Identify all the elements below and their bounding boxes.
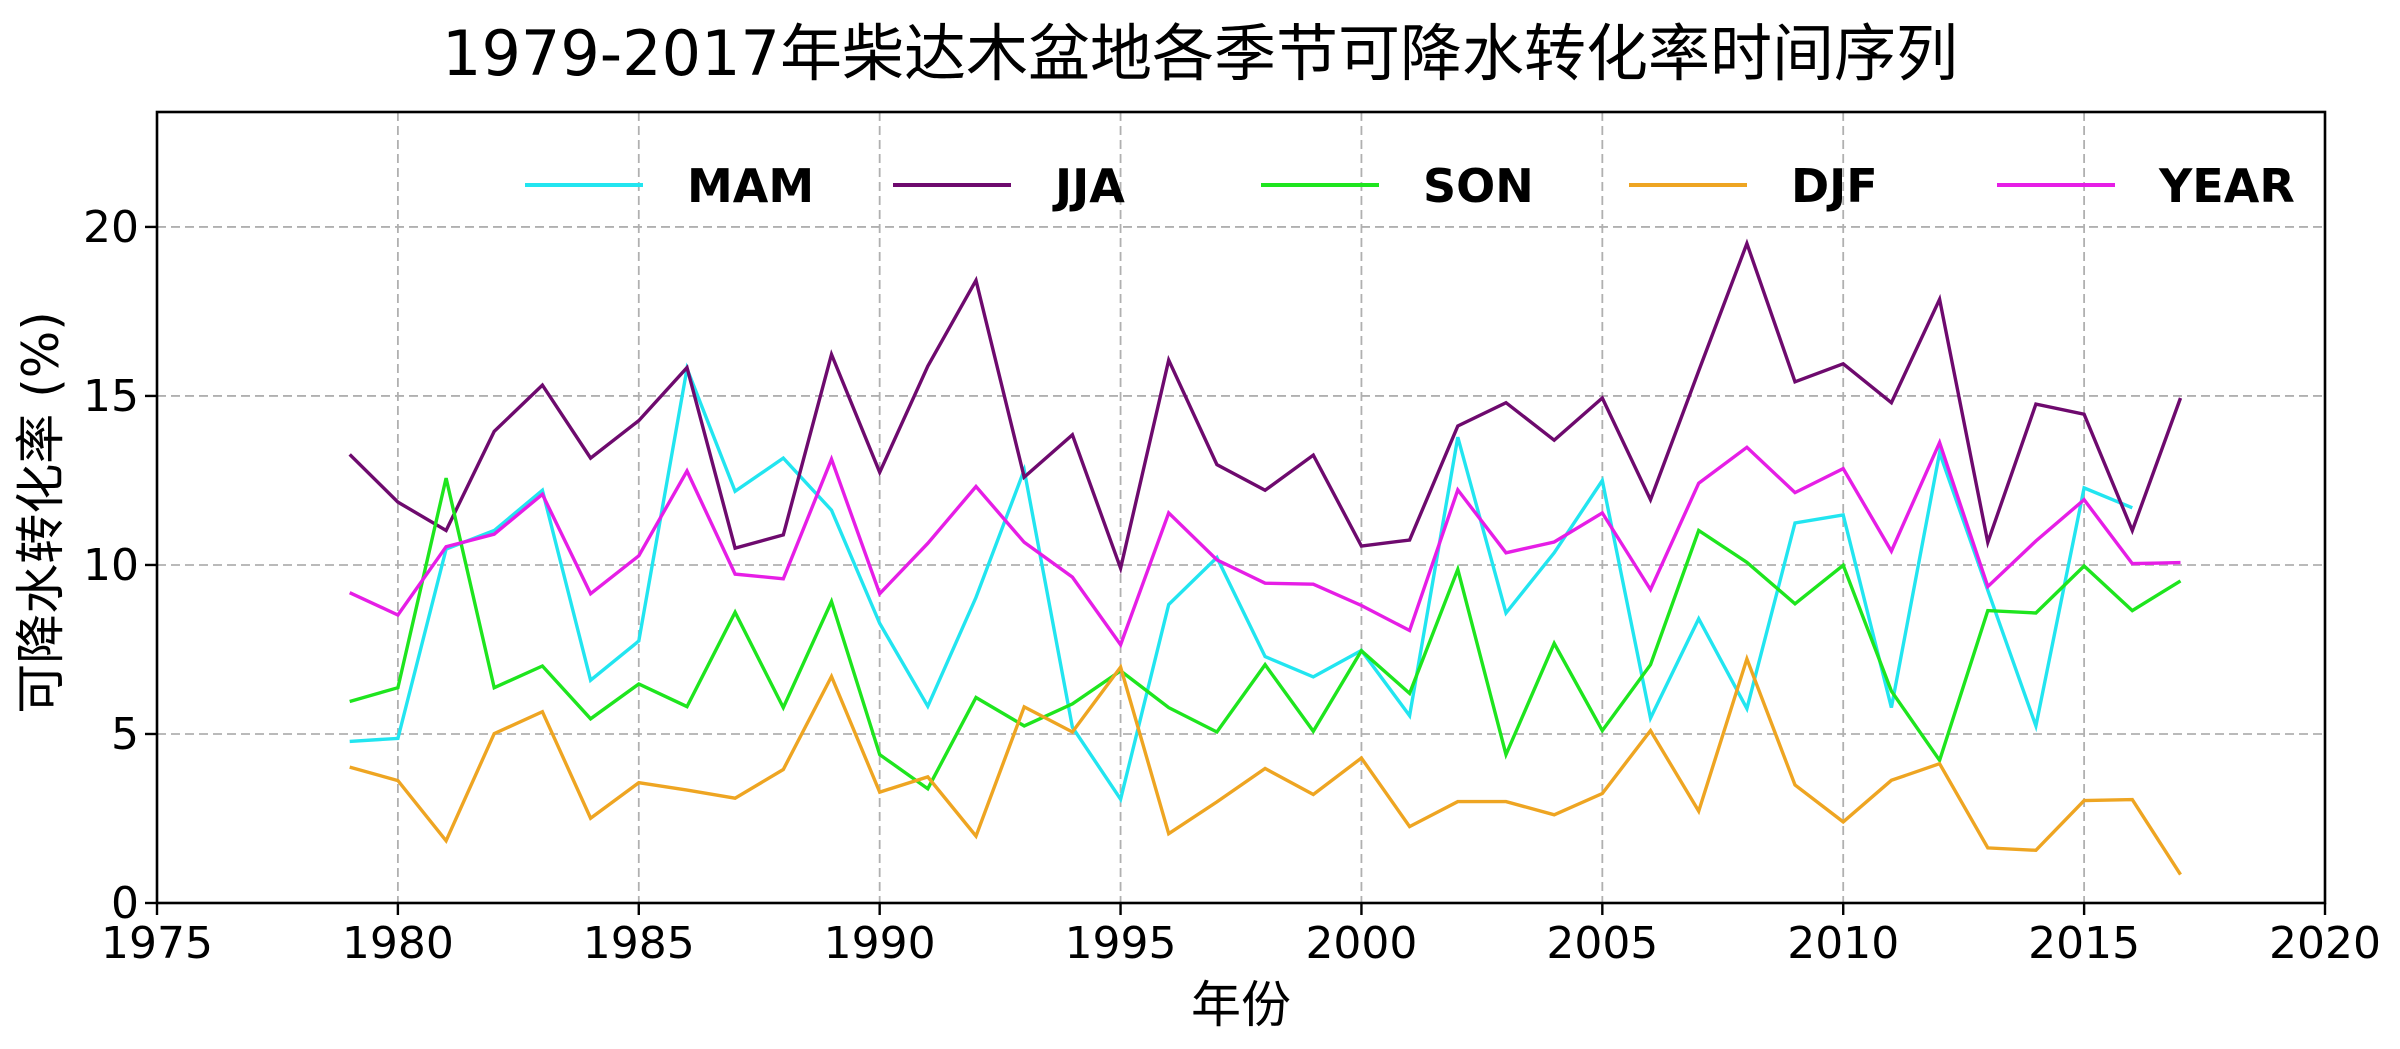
legend-item-mam: MAM — [525, 159, 814, 213]
legend-item-jja: JJA — [893, 159, 1125, 213]
series-line-son — [349, 477, 2182, 792]
series-line-djf — [349, 653, 2182, 876]
x-tick-label: 1995 — [1065, 918, 1177, 969]
legend: MAM JJA SON DJF YEAR — [525, 159, 2295, 213]
y-tick-label: 15 — [83, 371, 139, 422]
x-tick-label: 1990 — [824, 918, 936, 969]
series-line-jja — [348, 238, 2183, 575]
legend-label: SON — [1423, 159, 1534, 213]
x-tick-label: 1985 — [583, 918, 695, 969]
x-tick-label: 2005 — [1546, 918, 1658, 969]
y-axis-ticks: 0 5 10 15 20 — [83, 202, 157, 929]
y-tick-label: 0 — [111, 878, 139, 929]
legend-item-year: YEAR — [1997, 159, 2295, 213]
x-tick-label: 2020 — [2269, 918, 2381, 969]
grid-lines — [157, 112, 2325, 903]
legend-label: YEAR — [2158, 159, 2295, 213]
y-tick-label: 5 — [111, 709, 139, 760]
y-tick-label: 10 — [83, 540, 139, 591]
legend-label: JJA — [1052, 159, 1125, 213]
plot-area-frame — [155, 110, 2327, 905]
legend-label: MAM — [687, 159, 814, 213]
data-series — [348, 238, 2183, 876]
legend-label: DJF — [1791, 159, 1878, 213]
y-tick-label: 20 — [83, 202, 139, 253]
legend-item-son: SON — [1261, 159, 1534, 213]
x-tick-label: 1975 — [101, 918, 213, 969]
x-tick-label: 2010 — [1787, 918, 1899, 969]
series-line-mam — [349, 362, 2133, 804]
x-tick-label: 2015 — [2028, 918, 2140, 969]
series-line-year — [348, 437, 2181, 649]
x-tick-label: 2000 — [1305, 918, 1417, 969]
legend-item-djf: DJF — [1629, 159, 1878, 213]
x-axis-label: 年份 — [1191, 976, 1291, 1034]
x-tick-label: 1980 — [342, 918, 454, 969]
y-axis-label: 可降水转化率 (%) — [12, 311, 70, 713]
chart-title: 1979-2017年柴达木盆地各季节可降水转化率时间序列 — [442, 17, 1958, 90]
x-axis-ticks: 1975 1980 1985 1990 1995 2000 2005 2010 2015 2020 — [101, 903, 2381, 969]
